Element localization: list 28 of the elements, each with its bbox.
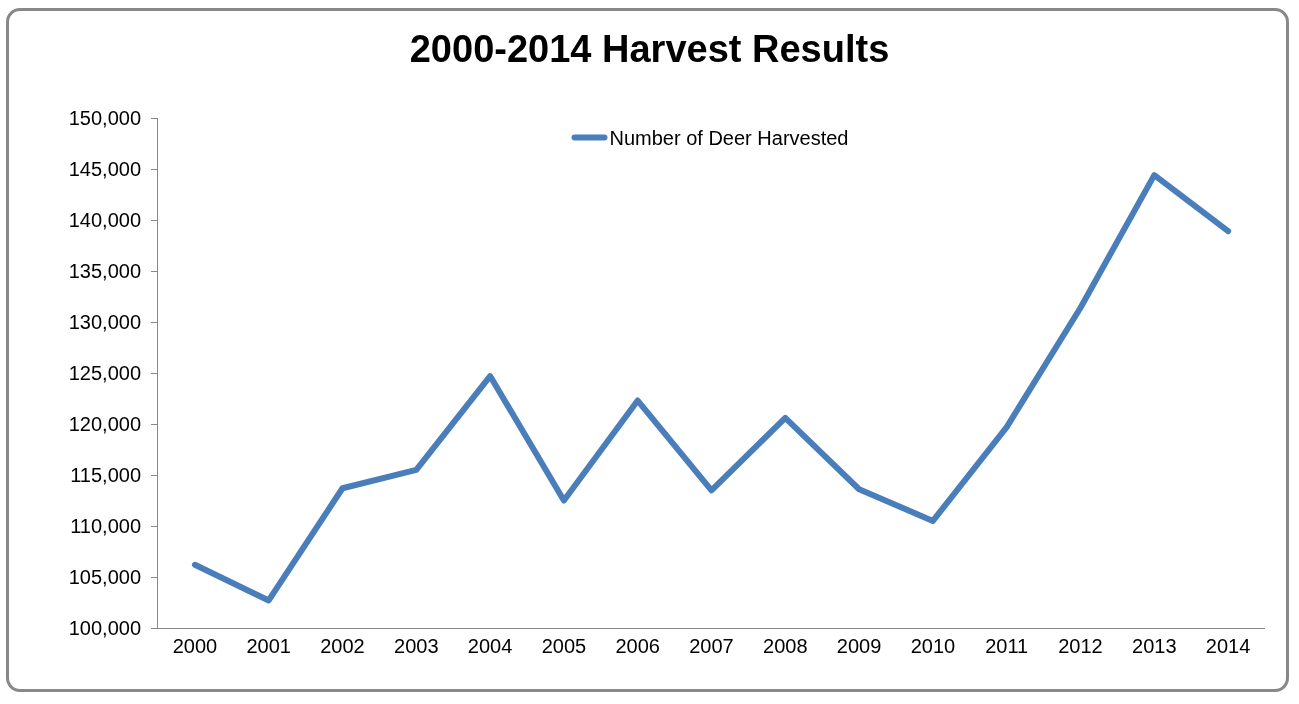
y-tick-label: 105,000 bbox=[68, 566, 141, 588]
y-tick-label: 120,000 bbox=[68, 413, 141, 435]
x-tick-label: 2012 bbox=[1058, 635, 1103, 657]
chart-title: 2000-2014 Harvest Results bbox=[409, 27, 890, 70]
x-tick-label: 2000 bbox=[172, 635, 218, 657]
x-tick-label: 2011 bbox=[985, 635, 1029, 657]
x-tick-label: 2013 bbox=[1132, 635, 1177, 657]
legend-label: Number of Deer Harvested bbox=[609, 127, 849, 150]
x-tick-label: 2004 bbox=[467, 635, 513, 657]
x-tick-label: 2008 bbox=[763, 635, 808, 657]
x-tick-label: 2014 bbox=[1205, 635, 1251, 657]
x-tick-label: 2003 bbox=[394, 635, 439, 657]
y-tick-label: 145,000 bbox=[68, 158, 141, 180]
y-tick-label: 150,000 bbox=[68, 107, 141, 129]
y-tick-label: 130,000 bbox=[68, 311, 141, 333]
y-tick-label: 135,000 bbox=[68, 260, 141, 282]
y-tick-label: 115,000 bbox=[70, 464, 141, 486]
x-tick-label: 2007 bbox=[689, 635, 734, 657]
x-tick-label: 2006 bbox=[615, 635, 660, 657]
x-tick-label: 2001 bbox=[246, 635, 291, 657]
y-tick-label: 110,000 bbox=[70, 515, 141, 537]
x-tick-label: 2009 bbox=[836, 635, 882, 657]
y-tick-label: 140,000 bbox=[68, 209, 141, 231]
y-tick-label: 100,000 bbox=[68, 617, 141, 639]
x-tick-label: 2005 bbox=[541, 635, 587, 657]
x-tick-label: 2010 bbox=[910, 635, 956, 657]
y-tick-label: 125,000 bbox=[68, 362, 141, 384]
x-tick-label: 2002 bbox=[320, 635, 365, 657]
